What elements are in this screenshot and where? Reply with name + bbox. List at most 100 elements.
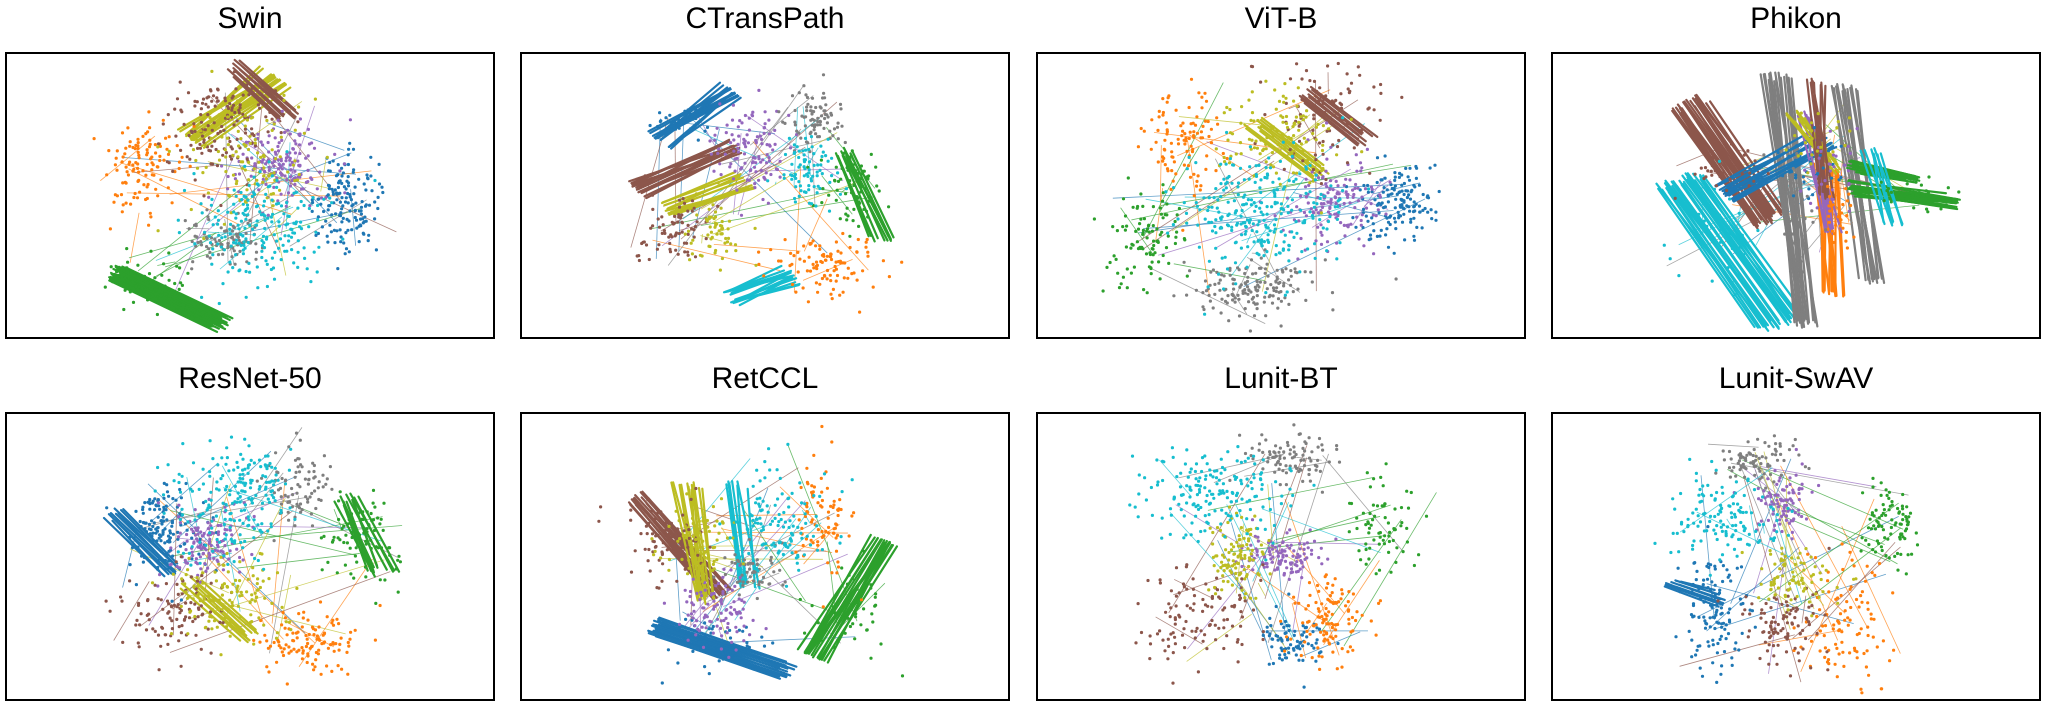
scatter-point	[1784, 207, 1788, 211]
scatter-point	[827, 525, 831, 529]
scatter-point	[757, 250, 761, 254]
scatter-point	[319, 202, 323, 206]
scatter-point	[328, 204, 332, 208]
scatter-point	[1356, 65, 1360, 69]
scatter-point	[302, 610, 306, 614]
scatter-point	[1414, 176, 1418, 180]
scatter-point	[159, 178, 163, 182]
scatter-point	[365, 530, 369, 534]
scatter-point	[295, 178, 299, 182]
scatter-point	[1344, 190, 1348, 194]
scatter-point	[821, 187, 825, 191]
scatter-point	[881, 259, 885, 263]
scatter-point	[1810, 129, 1814, 133]
scatter-point	[208, 149, 213, 153]
scatter-point	[1242, 203, 1246, 207]
scatter-point	[826, 561, 830, 565]
cluster-green	[103, 247, 190, 317]
scatter-point	[349, 630, 353, 634]
scatter-point	[212, 619, 217, 623]
streak-line	[803, 536, 879, 654]
scatter-point	[182, 303, 186, 307]
scatter-point	[215, 625, 219, 629]
scatter-point	[198, 146, 202, 150]
scatter-point	[798, 597, 802, 602]
scatter-point	[220, 608, 224, 612]
scatter-point	[1408, 209, 1412, 213]
scatter-point	[1250, 65, 1255, 69]
scatter-point	[691, 649, 695, 653]
scatter-point	[165, 147, 169, 151]
scatter-point	[147, 618, 151, 622]
scatter-point	[1790, 170, 1794, 174]
scatter-point	[216, 549, 220, 553]
scatter-point	[1344, 177, 1348, 181]
scatter-point	[233, 262, 237, 266]
scatter-point	[1251, 272, 1255, 276]
scatter-point	[1150, 260, 1154, 264]
scatter-point	[208, 557, 212, 561]
scatter-point	[752, 165, 757, 169]
scatter-point	[1247, 220, 1251, 225]
scatter-point	[1434, 210, 1438, 214]
scatter-point	[285, 152, 289, 156]
scatter-point	[1304, 140, 1308, 144]
scatter-point	[310, 141, 314, 145]
link-line-orange	[203, 552, 284, 640]
scatter-point	[1262, 240, 1266, 244]
scatter-point	[683, 588, 687, 592]
cluster-brown	[104, 555, 234, 672]
scatter-point	[1166, 234, 1170, 238]
scatter-point	[821, 73, 826, 77]
scatter-point	[214, 611, 218, 615]
scatter-point	[870, 612, 874, 616]
scatter-point	[1802, 180, 1806, 184]
scatter-point	[823, 112, 828, 117]
scatter-point	[359, 209, 363, 213]
link-line-purple	[217, 525, 363, 529]
scatter-point	[1273, 227, 1277, 231]
scatter-point	[1753, 159, 1757, 163]
scatter-point	[396, 558, 400, 562]
scatter-point	[285, 178, 289, 182]
scatter-point	[874, 165, 878, 169]
scatter-point	[720, 219, 724, 224]
scatter-point	[370, 189, 374, 193]
scatter-point	[1185, 274, 1189, 278]
scatter-point	[324, 219, 328, 223]
scatter-point	[356, 543, 360, 547]
scatter-point	[855, 250, 859, 254]
scatter-point	[259, 155, 263, 159]
scatter-point	[169, 604, 173, 608]
scatter-point	[208, 615, 212, 619]
scatter-point	[841, 231, 845, 236]
scatter-point	[806, 165, 810, 169]
scatter-point	[301, 187, 305, 191]
scatter-point	[208, 241, 213, 245]
scatter-point	[150, 519, 154, 523]
streak-band-gray	[1759, 71, 1819, 329]
scatter-point	[1265, 212, 1269, 216]
scatter-point	[1287, 179, 1291, 183]
scatter-point	[1911, 194, 1915, 198]
scatter-point	[148, 532, 152, 536]
scatter-point	[728, 165, 732, 169]
scatter-point	[1301, 159, 1305, 163]
scatter-point	[1714, 184, 1718, 188]
scatter-point	[156, 515, 160, 519]
scatter-point	[716, 151, 720, 155]
scatter-point	[1325, 129, 1329, 133]
scatter-point	[686, 108, 690, 112]
scatter-point	[657, 243, 661, 247]
scatter-point	[240, 593, 244, 597]
streak-line	[1774, 71, 1819, 328]
scatter-point	[707, 244, 711, 248]
scatter-point	[1224, 186, 1228, 190]
scatter-point	[241, 481, 245, 485]
scatter-point	[1370, 190, 1374, 194]
scatter-point	[306, 482, 310, 486]
scatter-point	[171, 554, 175, 558]
scatter-point	[346, 201, 350, 205]
scatter-point	[301, 651, 305, 655]
scatter-point	[718, 162, 722, 166]
